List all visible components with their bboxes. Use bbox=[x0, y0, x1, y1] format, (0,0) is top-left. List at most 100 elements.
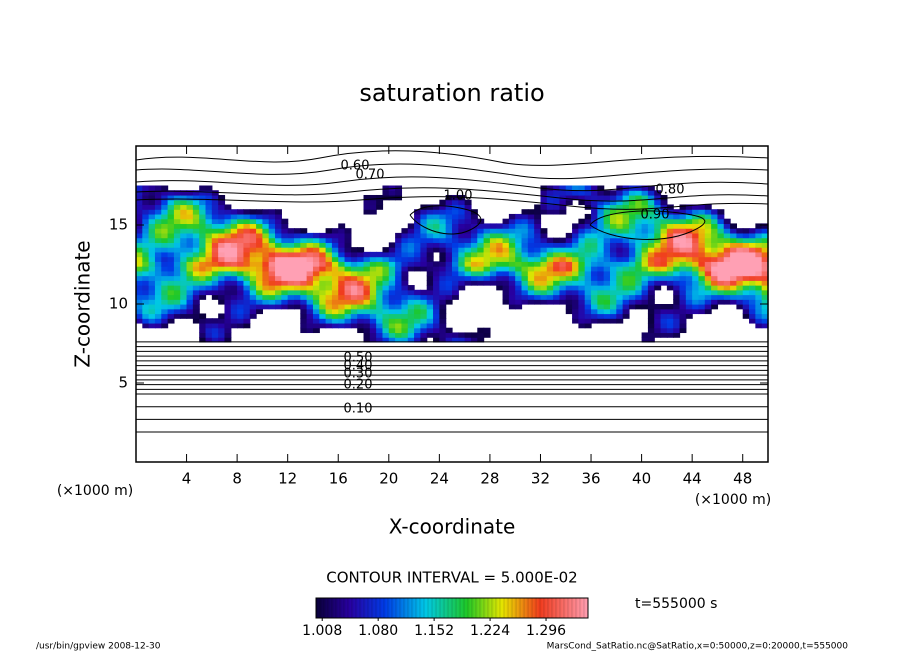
field-cell bbox=[749, 313, 756, 319]
field-cell bbox=[205, 204, 213, 210]
field-cell bbox=[325, 228, 333, 234]
field-cell bbox=[388, 294, 396, 300]
field-cell bbox=[508, 242, 516, 248]
field-cell bbox=[711, 223, 719, 229]
field-cell bbox=[154, 209, 162, 215]
field-cell bbox=[647, 209, 655, 215]
field-cell bbox=[616, 194, 624, 201]
field-cell bbox=[249, 266, 257, 272]
field-cell bbox=[591, 190, 598, 196]
field-cell bbox=[698, 266, 706, 272]
field-cell bbox=[357, 256, 365, 262]
field-cell bbox=[275, 304, 282, 310]
colorbar-cell bbox=[490, 598, 492, 618]
field-cell bbox=[685, 232, 693, 239]
field-cell bbox=[578, 289, 586, 296]
field-cell bbox=[654, 318, 662, 324]
field-cell bbox=[572, 190, 579, 196]
field-cell bbox=[761, 322, 769, 329]
field-cell bbox=[388, 261, 396, 267]
field-cell bbox=[319, 299, 327, 305]
field-cell bbox=[572, 294, 579, 300]
field-cell bbox=[350, 308, 358, 315]
field-cell bbox=[597, 304, 605, 310]
field-cell bbox=[660, 194, 668, 201]
field-cell bbox=[395, 275, 403, 281]
field-cell bbox=[161, 299, 169, 305]
field-cell bbox=[755, 304, 763, 310]
field-cell bbox=[546, 256, 554, 262]
field-cell bbox=[641, 223, 649, 229]
field-cell bbox=[180, 218, 188, 225]
field-cell bbox=[723, 285, 731, 291]
field-cell bbox=[521, 275, 529, 281]
colorbar-cell bbox=[416, 598, 418, 618]
field-cell bbox=[610, 313, 617, 319]
field-cell bbox=[136, 218, 143, 225]
field-cell bbox=[161, 185, 169, 191]
field-cell bbox=[426, 213, 434, 220]
field-cell bbox=[704, 228, 712, 234]
field-cell bbox=[711, 242, 719, 248]
field-cell bbox=[654, 270, 662, 277]
field-cell bbox=[730, 223, 737, 229]
field-cell bbox=[546, 199, 554, 206]
field-cell bbox=[521, 242, 529, 248]
field-cell bbox=[578, 322, 586, 329]
field-cell bbox=[641, 270, 649, 277]
field-cell bbox=[660, 237, 668, 243]
field-cell bbox=[698, 275, 706, 281]
field-cell bbox=[294, 266, 301, 272]
field-cell bbox=[445, 218, 453, 225]
colorbar-cell bbox=[476, 598, 478, 618]
field-cell bbox=[256, 223, 263, 229]
field-cell bbox=[692, 261, 700, 267]
field-cell bbox=[275, 289, 282, 296]
field-cell bbox=[749, 237, 756, 243]
field-cell bbox=[527, 218, 535, 225]
field-cell bbox=[136, 185, 143, 191]
field-cell bbox=[635, 289, 643, 296]
field-cell bbox=[338, 308, 346, 315]
field-cell bbox=[218, 232, 226, 239]
field-cell bbox=[243, 280, 251, 286]
field-cell bbox=[426, 289, 434, 296]
field-cell bbox=[445, 332, 453, 338]
field-cell bbox=[704, 209, 712, 215]
field-cell bbox=[679, 285, 687, 291]
field-cell bbox=[616, 304, 624, 310]
field-cell bbox=[647, 237, 655, 243]
field-cell bbox=[433, 228, 440, 234]
field-cell bbox=[464, 199, 472, 206]
field-cell bbox=[458, 237, 466, 243]
field-cell bbox=[319, 280, 327, 286]
field-cell bbox=[534, 237, 542, 243]
field-cell bbox=[407, 251, 415, 258]
colorbar-tick-label: 1.296 bbox=[526, 623, 566, 639]
field-cell bbox=[230, 242, 238, 248]
field-cell bbox=[698, 218, 706, 225]
field-cell bbox=[186, 251, 194, 258]
field-cell bbox=[395, 308, 403, 315]
field-cell bbox=[679, 261, 687, 267]
colorbar-cell bbox=[470, 598, 472, 618]
field-cell bbox=[527, 294, 535, 300]
field-cell bbox=[376, 280, 384, 286]
field-cell bbox=[142, 299, 150, 305]
field-cell bbox=[553, 247, 561, 253]
colorbar-cell bbox=[504, 598, 506, 618]
field-cell bbox=[426, 327, 434, 334]
field-cell bbox=[237, 280, 245, 286]
field-cell bbox=[249, 299, 257, 305]
field-cell bbox=[262, 275, 270, 281]
field-cell bbox=[452, 251, 459, 258]
field-cell bbox=[426, 261, 434, 267]
field-cell bbox=[660, 199, 668, 206]
field-cell bbox=[433, 313, 440, 319]
field-cell bbox=[521, 213, 529, 220]
field-cell bbox=[755, 251, 763, 258]
field-cell bbox=[742, 232, 750, 239]
field-cell bbox=[350, 304, 358, 310]
field-cell bbox=[344, 237, 352, 243]
field-cell bbox=[730, 270, 737, 277]
